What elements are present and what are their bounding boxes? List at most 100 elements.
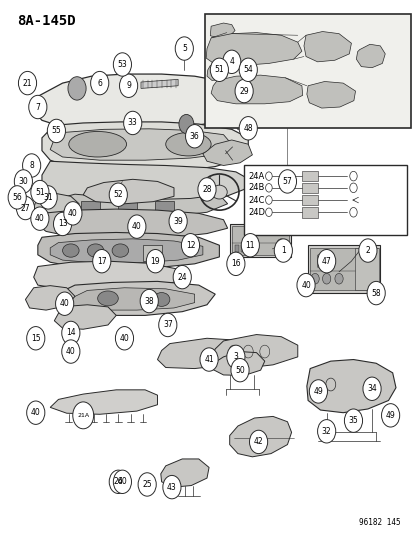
Polygon shape (33, 193, 79, 217)
Polygon shape (83, 179, 173, 204)
Text: 2: 2 (365, 246, 369, 255)
Circle shape (140, 289, 158, 313)
Polygon shape (229, 416, 291, 457)
Text: 26: 26 (113, 478, 123, 486)
Text: 47: 47 (321, 257, 331, 265)
Circle shape (244, 56, 252, 67)
Circle shape (90, 71, 109, 95)
Circle shape (175, 37, 193, 60)
Text: 40: 40 (66, 347, 76, 356)
Circle shape (197, 177, 216, 201)
Bar (307, 245, 380, 293)
Text: 40: 40 (31, 408, 40, 417)
Polygon shape (211, 335, 297, 368)
Circle shape (115, 327, 133, 350)
Circle shape (146, 249, 164, 273)
Text: 49: 49 (313, 387, 323, 396)
Text: 8A-145D: 8A-145D (17, 14, 76, 28)
Text: 42: 42 (253, 438, 263, 447)
Text: 34: 34 (366, 384, 376, 393)
Text: 7: 7 (35, 102, 40, 111)
Polygon shape (211, 75, 302, 104)
Polygon shape (71, 288, 194, 310)
Circle shape (138, 473, 156, 496)
Ellipse shape (112, 244, 128, 257)
Circle shape (8, 185, 26, 209)
Circle shape (309, 379, 327, 403)
Circle shape (317, 419, 335, 443)
Circle shape (273, 239, 292, 262)
Text: 32: 32 (321, 427, 331, 436)
Polygon shape (157, 338, 248, 368)
Text: 24B: 24B (248, 183, 264, 192)
Bar (143, 245, 161, 261)
Circle shape (28, 95, 47, 119)
Polygon shape (42, 161, 248, 205)
Circle shape (53, 212, 71, 236)
Bar (301, 182, 318, 193)
Circle shape (62, 321, 80, 345)
Text: 40: 40 (59, 299, 69, 308)
Circle shape (381, 403, 399, 427)
Circle shape (158, 313, 176, 337)
Text: 41: 41 (204, 355, 214, 364)
Polygon shape (206, 63, 227, 80)
Circle shape (162, 475, 180, 499)
Bar (229, 224, 290, 257)
Text: 3: 3 (233, 352, 238, 361)
Polygon shape (50, 239, 202, 263)
Circle shape (241, 233, 259, 257)
FancyBboxPatch shape (243, 90, 257, 104)
Bar (155, 201, 173, 211)
Circle shape (55, 292, 74, 316)
Circle shape (109, 183, 127, 206)
Text: 27: 27 (21, 204, 30, 213)
Bar (118, 201, 137, 211)
Text: 4: 4 (229, 58, 234, 66)
Text: 33: 33 (128, 118, 137, 127)
Text: 30: 30 (19, 177, 28, 186)
Circle shape (31, 207, 49, 230)
Text: 37: 37 (163, 320, 172, 329)
Polygon shape (25, 286, 75, 310)
Circle shape (22, 154, 40, 177)
Text: 28: 28 (202, 185, 211, 194)
Circle shape (275, 239, 285, 252)
Circle shape (169, 209, 187, 233)
Text: 21A: 21A (77, 413, 89, 418)
Polygon shape (306, 360, 395, 413)
Circle shape (113, 470, 131, 494)
Circle shape (199, 348, 218, 371)
Polygon shape (211, 352, 264, 375)
Text: 54: 54 (243, 66, 252, 74)
FancyBboxPatch shape (204, 14, 410, 128)
Bar (301, 207, 318, 217)
Circle shape (310, 273, 318, 284)
Circle shape (344, 409, 362, 432)
Circle shape (26, 401, 45, 424)
Circle shape (181, 233, 199, 257)
Polygon shape (58, 194, 227, 217)
Circle shape (109, 470, 127, 494)
Circle shape (226, 345, 244, 368)
Text: 11: 11 (245, 241, 254, 250)
Circle shape (225, 54, 233, 64)
Polygon shape (356, 44, 385, 68)
Text: 12: 12 (185, 241, 195, 250)
Ellipse shape (165, 133, 211, 156)
Bar (254, 245, 258, 252)
Circle shape (123, 111, 142, 135)
Polygon shape (42, 122, 248, 172)
Circle shape (210, 58, 228, 82)
Text: 49: 49 (385, 411, 394, 420)
Polygon shape (206, 33, 301, 66)
Text: 96182 145: 96182 145 (358, 518, 400, 527)
Text: 56: 56 (12, 193, 22, 202)
Polygon shape (33, 74, 252, 130)
Text: 19: 19 (150, 257, 160, 265)
Text: 6: 6 (97, 78, 102, 87)
Circle shape (222, 50, 240, 74)
Bar (301, 195, 318, 205)
Ellipse shape (69, 132, 126, 157)
Bar (231, 226, 288, 255)
